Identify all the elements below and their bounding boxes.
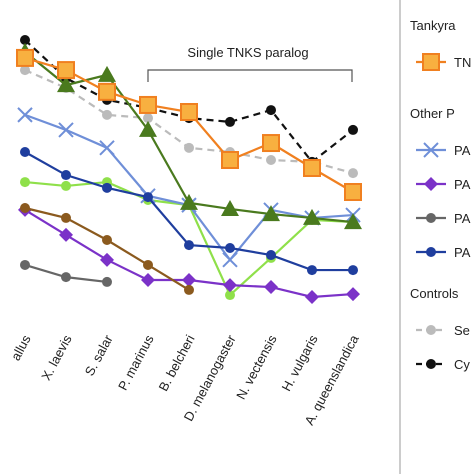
marker — [102, 109, 112, 120]
marker — [102, 235, 112, 245]
legend-label: PA — [454, 245, 471, 260]
marker — [264, 280, 278, 295]
marker — [225, 243, 235, 253]
marker — [57, 61, 75, 80]
marker — [20, 203, 30, 213]
marker — [139, 120, 157, 137]
marker — [20, 35, 30, 45]
x-tick-label: N. vectensis — [233, 332, 280, 402]
annotation-bracket — [147, 69, 353, 82]
marker — [223, 278, 237, 293]
marker — [57, 76, 75, 93]
marker — [102, 276, 112, 287]
x-tick-label: allus — [8, 332, 34, 363]
marker — [184, 142, 194, 153]
marker — [20, 147, 30, 157]
marker — [20, 259, 30, 270]
marker — [99, 140, 115, 156]
marker — [61, 272, 71, 283]
marker — [58, 122, 74, 138]
legend-label: Cy — [454, 357, 470, 372]
marker — [141, 273, 155, 287]
legend-heading: Tankyra — [410, 18, 456, 33]
marker — [139, 95, 157, 114]
marker — [262, 134, 280, 153]
marker — [221, 199, 239, 216]
legend-marker — [422, 53, 440, 71]
marker — [344, 183, 362, 201]
marker — [184, 284, 194, 295]
marker — [266, 250, 276, 261]
legend-marker — [424, 177, 438, 191]
marker — [100, 252, 114, 267]
legend-marker — [426, 247, 436, 257]
marker — [344, 213, 362, 230]
marker — [346, 287, 360, 302]
legend-marker — [426, 359, 436, 369]
marker — [61, 180, 71, 191]
marker — [221, 151, 239, 169]
marker — [303, 208, 321, 225]
legend-label: PA — [454, 211, 471, 226]
legend-heading: Controls — [410, 286, 459, 301]
legend-marker — [426, 325, 436, 335]
series-line — [24, 113, 354, 262]
marker — [307, 265, 317, 276]
marker — [16, 48, 34, 67]
marker — [102, 182, 112, 193]
marker — [143, 259, 153, 270]
x-tick-label: P. marinus — [115, 332, 157, 393]
annotation: Single TNKS paralog — [187, 45, 308, 60]
marker — [61, 170, 71, 181]
marker — [143, 113, 153, 124]
marker — [180, 103, 198, 121]
x-tick-label: X. laevis — [38, 332, 75, 383]
x-tick-label: B. belcheri — [156, 332, 198, 393]
legend-heading: Other P — [410, 106, 455, 121]
marker — [98, 65, 116, 82]
marker — [180, 193, 198, 210]
marker — [262, 205, 280, 222]
x-tick-label: H. vulgaris — [279, 332, 321, 394]
legend-label: PA — [454, 143, 471, 158]
marker — [143, 192, 153, 203]
marker — [348, 168, 358, 179]
marker — [20, 177, 30, 188]
marker — [98, 82, 116, 101]
marker — [17, 107, 33, 123]
legend-label: TN — [454, 55, 471, 70]
legend-label: Se — [454, 323, 470, 338]
legend-label: PA — [454, 177, 471, 192]
marker — [225, 290, 235, 301]
legend-marker — [423, 142, 439, 158]
marker — [182, 273, 196, 287]
marker — [20, 65, 30, 76]
marker — [225, 116, 235, 127]
marker — [305, 289, 319, 304]
marker — [59, 227, 73, 242]
marker — [222, 252, 238, 268]
marker — [266, 155, 276, 165]
marker — [348, 265, 358, 276]
legend-marker — [426, 213, 436, 223]
marker — [266, 105, 276, 116]
marker — [61, 212, 71, 223]
marker — [184, 240, 194, 251]
marker — [348, 124, 358, 135]
marker — [303, 159, 321, 177]
x-tick-label: S. salar — [82, 332, 116, 379]
